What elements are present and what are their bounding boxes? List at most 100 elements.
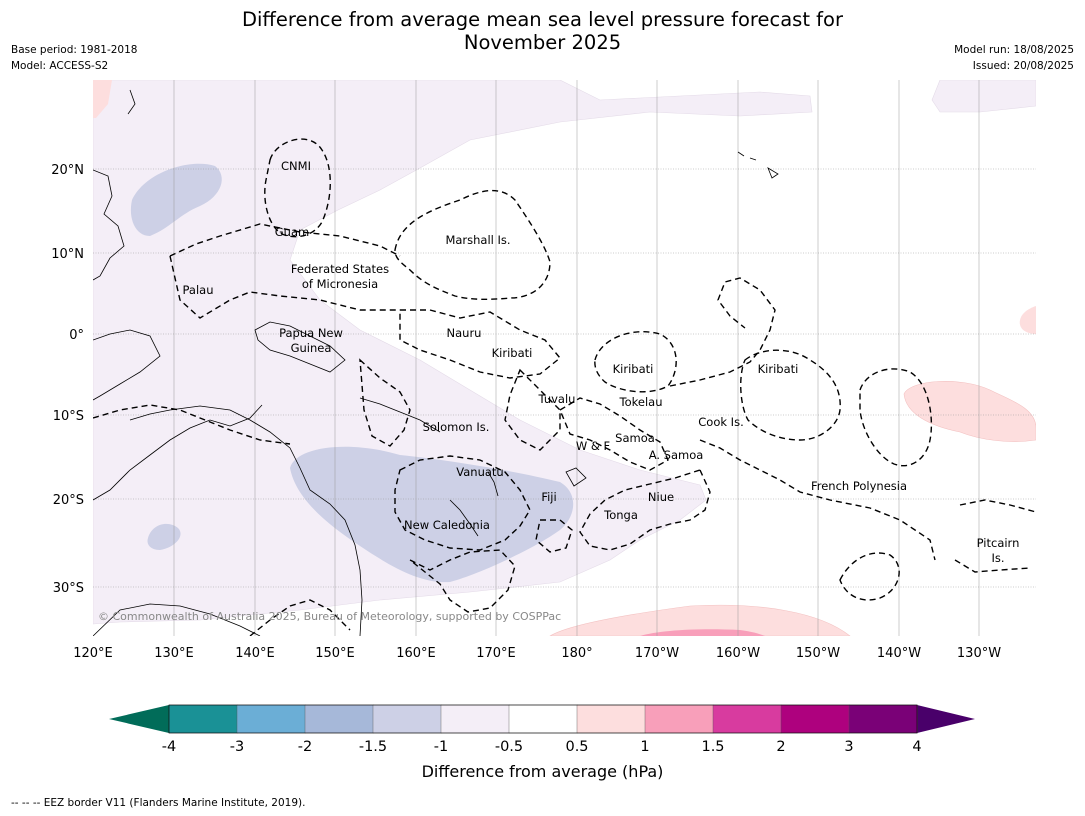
- lon-tick-label: 150°E: [315, 646, 355, 661]
- lon-tick-label: 180°: [561, 646, 592, 661]
- colorbar-segment: [304, 704, 374, 734]
- eez-borders: [93, 138, 1036, 636]
- lat-tick-label: 30°S: [53, 581, 84, 596]
- place-label: CNMI: [281, 159, 311, 173]
- place-label: Papua New: [279, 326, 343, 340]
- anomaly-region-positive-east-small: [1019, 306, 1036, 334]
- place-label: A. Samoa: [649, 448, 704, 462]
- anomaly-region-positive-nw: [93, 80, 112, 118]
- colorbar-segment: [576, 704, 646, 734]
- colorbar-tick-label: -3: [230, 739, 244, 755]
- colorbar-over-arrow: [917, 705, 975, 733]
- place-label: Cook Is.: [698, 415, 743, 429]
- model-run: Model run: 18/08/2025: [954, 44, 1074, 56]
- issued-date: Issued: 20/08/2025: [972, 60, 1074, 72]
- anomaly-region-positive-south-core: [640, 629, 765, 636]
- lat-tick-labels: 20°N 10°N 0° 10°S 20°S 30°S: [51, 163, 84, 596]
- model-name: Model: ACCESS-S2: [11, 60, 109, 72]
- lat-tick-label: 20°N: [51, 163, 84, 178]
- anomaly-region-negative-coral-sea: [290, 446, 574, 583]
- place-label: Kiribati: [758, 362, 799, 376]
- colorbar-tick-label: 1.5: [701, 739, 724, 755]
- colorbar-tick-label: -1.5: [359, 739, 387, 755]
- colorbar-tick-label: -0.5: [495, 739, 523, 755]
- colorbar-tick-label: 1: [640, 739, 649, 755]
- lon-tick-label: 130°W: [957, 646, 1001, 661]
- anomaly-region-light-negative: [93, 80, 813, 625]
- place-label: French Polynesia: [811, 479, 907, 493]
- meta-right: Model run: 18/08/2025 Issued: 20/08/2025: [954, 42, 1074, 74]
- lat-tick-label: 20°S: [53, 493, 84, 508]
- place-label: Kiribati: [613, 362, 654, 376]
- anomaly-region-positive-east: [903, 381, 1036, 442]
- place-label: Nauru: [447, 326, 482, 340]
- colorbar-tick-label: -1: [434, 739, 448, 755]
- place-label: Tonga: [603, 508, 638, 522]
- base-period: Base period: 1981-2018: [11, 44, 138, 56]
- colorbar-segment: [712, 704, 782, 734]
- place-label: Fiji: [541, 490, 556, 504]
- copyright-notice: © Commonwealth of Australia 2025, Bureau…: [98, 610, 562, 623]
- colorbar-segment: [372, 704, 442, 734]
- lon-tick-labels: 120°E 130°E 140°E 150°E 160°E 170°E 180° 170°W 1…: [73, 646, 1001, 661]
- colorbar-segment: [780, 704, 850, 734]
- anomaly-region-negative-small: [147, 523, 181, 550]
- lon-tick-label: 120°E: [73, 646, 113, 661]
- place-label: Is.: [991, 551, 1004, 565]
- gridlines: [93, 80, 1036, 636]
- place-label: New Caledonia: [404, 518, 490, 532]
- place-label: W & F: [576, 439, 610, 453]
- colorbar-tick-label: -4: [162, 739, 176, 755]
- place-label: Guam: [275, 225, 309, 239]
- place-label: Marshall Is.: [445, 233, 510, 247]
- place-label: Palau: [183, 283, 214, 297]
- anomaly-region-positive-south: [549, 604, 851, 636]
- colorbar-tick-label: 3: [844, 739, 853, 755]
- place-label: Samoa: [615, 431, 655, 445]
- anomaly-region-negative-philippines: [130, 163, 222, 236]
- colorbar-tick-label: 4: [912, 739, 921, 755]
- colorbar-segment: [236, 704, 306, 734]
- colorbar-under-arrow: [109, 705, 169, 733]
- place-label: Federated States: [291, 262, 389, 276]
- place-label: Pitcairn: [977, 536, 1020, 550]
- map-plot-area: [93, 80, 1036, 636]
- anomaly-region-light-negative-ne: [931, 80, 1036, 113]
- lat-tick-label: 10°S: [53, 409, 84, 424]
- lon-tick-label: 130°E: [154, 646, 194, 661]
- place-label: Niue: [648, 490, 674, 504]
- colorbar-segment: [508, 704, 578, 734]
- place-label: of Micronesia: [302, 277, 378, 291]
- colorbar-tick-label: 0.5: [565, 739, 588, 755]
- lon-tick-label: 170°E: [476, 646, 516, 661]
- lon-tick-label: 150°W: [796, 646, 840, 661]
- colorbar-ticks: -4 -3 -2 -1.5 -1 -0.5 0.5 1 1.5 2 3 4: [162, 739, 922, 755]
- colorbar-segment: [644, 704, 714, 734]
- colorbar-segment: [848, 704, 918, 734]
- place-label: Vanuatu: [456, 465, 503, 479]
- lat-tick-label: 0°: [69, 328, 84, 343]
- colorbar-segment: [440, 704, 510, 734]
- pressure-anomaly-map: 120°E 130°E 140°E 150°E 160°E 170°E 180° 170°W 1…: [51, 80, 1036, 661]
- lat-tick-label: 10°N: [51, 247, 84, 262]
- lon-tick-label: 160°E: [396, 646, 436, 661]
- colorbar-tick-label: 2: [776, 739, 785, 755]
- lon-tick-label: 140°E: [235, 646, 275, 661]
- place-label: Solomon Is.: [423, 420, 490, 434]
- place-label: Tokelau: [619, 395, 663, 409]
- chart-title: Difference from average mean sea level p…: [0, 8, 1085, 54]
- colorbar-tick-label: -2: [298, 739, 312, 755]
- lon-tick-label: 140°W: [877, 646, 921, 661]
- place-label: Guinea: [291, 341, 332, 355]
- place-label: Tuvalu: [538, 392, 576, 406]
- colorbar-segments: [168, 704, 918, 734]
- lon-tick-label: 170°W: [635, 646, 679, 661]
- place-label: Kiribati: [492, 346, 533, 360]
- title-line-2: November 2025: [463, 31, 622, 54]
- coastlines: [93, 89, 779, 636]
- eez-legend: -- -- -- EEZ border V11 (Flanders Marine…: [11, 797, 306, 809]
- colorbar: -4 -3 -2 -1.5 -1 -0.5 0.5 1 1.5 2 3 4: [109, 704, 975, 755]
- colorbar-segment: [168, 704, 238, 734]
- lon-tick-label: 160°W: [716, 646, 760, 661]
